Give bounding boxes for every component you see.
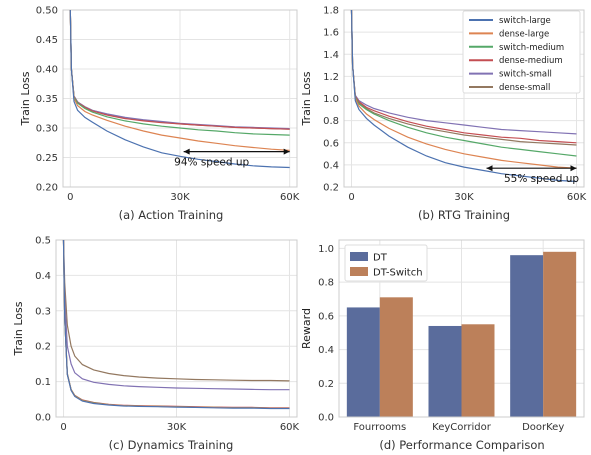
legend-label-switch-medium: switch-medium	[499, 43, 564, 53]
y-tick-label: 0.1	[35, 377, 51, 388]
chart-caption-a: (a) Action Training	[119, 208, 224, 222]
plot-frame	[338, 239, 585, 418]
chart-caption-d: (d) Performance Comparison	[379, 438, 544, 452]
series-line-dense-small	[62, 240, 290, 382]
series-line-dense-medium	[350, 10, 577, 144]
x-tick-label: 0	[348, 192, 354, 203]
chart-performance-comparison: 0.0 0.2 0.4 0.6 0.8 1.0 Fourrooms KeyCorridor Do…	[300, 239, 585, 433]
y-tick-label: 0.4	[318, 345, 334, 356]
y-tick-label: 0.30	[36, 124, 58, 135]
legend-label-DT-Switch: DT-Switch	[373, 268, 423, 279]
x-tick-label: 30K	[167, 422, 187, 433]
series-line-dense-large	[350, 10, 577, 169]
x-tick-label: 60K	[280, 192, 300, 203]
series-line-dense-large	[69, 10, 290, 151]
bar-DT-Switch-KeyCorridor	[461, 324, 495, 417]
y-tick-label: 1.8	[323, 6, 339, 17]
arrowhead	[486, 165, 493, 172]
x-tick-label: KeyCorridor	[432, 422, 492, 433]
chart-action-training: 0.20 0.25 0.30 0.35 0.40 0.45 0.50 0 30K 60K Train…	[19, 6, 300, 204]
legend-label-dense-small: dense-small	[499, 83, 550, 93]
y-tick-label: 1.2	[323, 72, 339, 83]
y-tick-label: 0.2	[318, 379, 334, 390]
y-tick-label: 0.0	[35, 413, 51, 424]
y-tick-label: 0.8	[318, 278, 334, 289]
x-tick-label: 60K	[567, 192, 587, 203]
annotation-text: 94% speed up	[174, 157, 249, 169]
bar-DT-Switch-DoorKey	[543, 251, 577, 417]
chart-dynamics-training: 0.0 0.1 0.2 0.3 0.4 0.5 0 30K 60K Train Loss	[12, 236, 300, 434]
y-axis-label: Train Loss	[19, 71, 32, 126]
y-tick-label: 0.2	[35, 342, 51, 353]
series-line-switch-large	[350, 10, 577, 183]
plot-frame	[343, 9, 585, 188]
series-line-switch-small	[350, 10, 577, 135]
plot-frame	[55, 239, 298, 418]
x-tick-label: 0	[67, 192, 73, 203]
chart-caption-b: (b) RTG Training	[418, 208, 510, 222]
legend-swatch-DT-Switch	[350, 267, 368, 276]
y-tick-label: 1.0	[318, 244, 334, 255]
plot-frame	[62, 9, 298, 188]
y-tick-label: 0.5	[35, 236, 51, 247]
chart-rtg-training: 0.2 0.4 0.6 0.8 1.0 1.2 1.4 1.6 1.8 0 30K 60K Train …	[300, 6, 587, 204]
legend-label-switch-large: switch-large	[499, 16, 551, 26]
legend: DT DT-Switch	[344, 244, 428, 282]
x-tick-label: DoorKey	[522, 422, 564, 433]
y-axis-label: Train Loss	[12, 301, 25, 356]
y-tick-label: 0.20	[36, 183, 58, 194]
bar-DT-DoorKey	[510, 255, 544, 417]
arrowhead	[183, 148, 190, 155]
y-tick-label: 0.6	[318, 311, 334, 322]
y-axis-label: Reward	[300, 308, 313, 349]
x-tick-label: Fourrooms	[353, 422, 406, 433]
arrowhead	[283, 148, 290, 155]
bar-DT-KeyCorridor	[428, 325, 462, 417]
arrowhead	[570, 165, 577, 172]
y-tick-label: 0.40	[36, 65, 58, 76]
y-tick-label: 0.50	[36, 6, 58, 17]
y-tick-label: 0.25	[36, 153, 58, 164]
series-line-switch-medium	[350, 10, 577, 157]
y-tick-label: 0.35	[36, 94, 58, 105]
legend: switch-large dense-large switch-medium dens…	[462, 10, 581, 94]
legend-label-switch-small: switch-small	[499, 70, 552, 80]
series-line-switch-small	[62, 240, 290, 391]
series-line-switch-large	[62, 240, 290, 410]
y-tick-label: 0.8	[323, 116, 339, 127]
legend-box	[462, 10, 581, 94]
y-tick-label: 0.6	[323, 138, 339, 149]
x-tick-label: 0	[60, 422, 66, 433]
y-tick-label: 0.2	[323, 183, 339, 194]
x-tick-label: 30K	[170, 192, 190, 203]
legend-label-DT: DT	[373, 253, 388, 264]
y-tick-label: 0.3	[35, 306, 51, 317]
y-axis-label: Train Loss	[300, 71, 313, 126]
bar-DT-Switch-Fourrooms	[379, 297, 413, 417]
y-tick-label: 1.0	[323, 94, 339, 105]
y-tick-label: 1.4	[323, 50, 339, 61]
legend-swatch-DT	[350, 252, 368, 261]
chart-caption-c: (c) Dynamics Training	[109, 438, 234, 452]
y-tick-label: 0.45	[36, 35, 58, 46]
series-line-switch-medium	[69, 10, 290, 136]
x-tick-label: 60K	[280, 422, 300, 433]
y-tick-label: 0.0	[318, 413, 334, 424]
legend-label-dense-medium: dense-medium	[499, 56, 563, 66]
y-tick-label: 0.4	[35, 271, 51, 282]
series-line-switch-large	[69, 10, 290, 169]
x-tick-label: 30K	[454, 192, 474, 203]
legend-label-dense-large: dense-large	[499, 29, 549, 39]
bar-DT-Fourrooms	[346, 307, 380, 417]
y-tick-label: 1.6	[323, 28, 339, 39]
y-tick-label: 0.4	[323, 160, 339, 171]
annotation-text: 55% speed up	[504, 173, 579, 185]
